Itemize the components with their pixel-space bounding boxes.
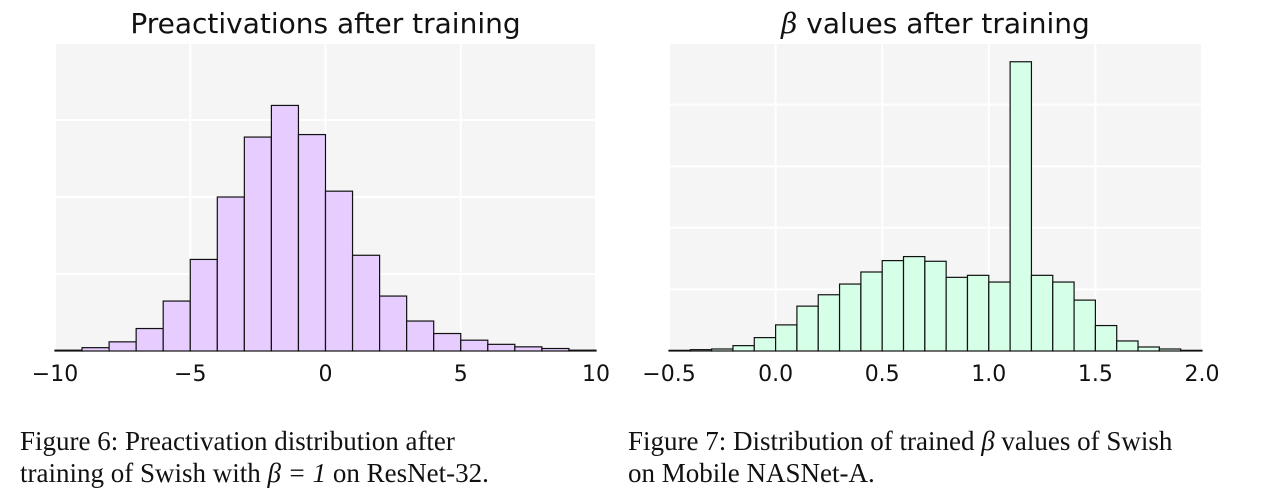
preactivations-bar [189,258,218,352]
figure-7-label: Figure 7: [628,426,727,456]
beta-values-x-tick-label: 1.0 [971,362,1006,387]
beta-values-x-tick-label: 1.5 [1078,362,1113,387]
preactivations-title: Preactivations after training [130,7,520,40]
preactivations-bar [379,295,408,352]
figure-7-caption: Figure 7: Distribution of trained β valu… [628,425,1248,489]
beta-values-bar [945,276,969,352]
preactivations-bar [135,327,164,352]
preactivations-bar [351,254,381,352]
beta-values-bar [1180,349,1203,352]
beta-values-bar [966,274,990,352]
beta-values-bar [1137,346,1160,352]
beta-values-bar [881,260,905,352]
preactivations-bar [514,346,543,352]
preactivations-x-tick-label: 5 [454,362,468,387]
beta-values-bar [668,349,691,352]
preactivations-bar [81,347,110,352]
beta-values-bars [668,61,1203,352]
beta-values-x-tick-label: 2.0 [1185,362,1220,387]
figure-6-label: Figure 6: [20,426,119,456]
figure-7-caption-math: β [981,426,995,456]
beta-values-bar [689,349,713,352]
preactivations-bar [324,190,354,352]
preactivations-bar [460,339,489,352]
preactivations-bar [243,136,273,352]
beta-values-bar [732,345,755,352]
preactivations-bar [487,343,516,352]
preactivations-bar [568,349,597,352]
beta-values-bar [1030,274,1054,352]
beta-values-bar [711,348,734,352]
beta-values-bar [796,305,819,352]
preactivations-bar [162,300,191,352]
beta-values-bar [1052,281,1075,352]
figure-6-caption-tail: on ResNet-32. [326,458,489,488]
beta-values-bar [817,294,841,352]
beta-values-bar [838,283,862,352]
figure-6-caption-line-1: Preactivation distribution after [125,426,455,456]
figure-7-caption-line-2: on Mobile NASNet-A. [628,458,875,488]
preactivations-bar [406,320,435,352]
preactivations-x-tick-label: −10 [32,362,78,387]
preactivations-bar [297,133,327,352]
beta-values-x-tick-label: 0.0 [758,362,793,387]
figure-7-caption-line-1b: values of Swish [994,426,1173,456]
figure-6-caption-math: β = 1 [267,458,327,488]
preactivations-bars [54,104,597,352]
beta-values-x-tick-label: 0.5 [865,362,900,387]
beta-values-bar [1116,340,1139,352]
preactivations-bar [54,349,83,352]
preactivations-bar [433,332,462,352]
beta-values-bar [924,260,947,352]
beta-values-bar [1094,324,1118,352]
preactivations-x-tick-label: 0 [319,362,333,387]
beta-values-bar [1009,61,1033,352]
beta-values-bar [774,324,798,352]
beta-values-bar [860,271,883,352]
figure-6-caption: Figure 6: Preactivation distribution aft… [20,425,580,489]
figure-canvas: Preactivations after training −10 −5 0 5 10 … [32,7,1220,387]
preactivations-chart: Preactivations after training −10 −5 0 5 10 [32,7,610,387]
beta-values-bar [753,337,777,352]
preactivations-x-tick-label: −5 [174,362,206,387]
beta-values-bar [988,281,1011,352]
beta-values-x-tick-label: −0.5 [642,362,695,387]
figure-7-caption-line-1a: Distribution of trained [733,426,982,456]
beta-values-chart: β values after training −0.5 0.0 0.5 1.0 1.5… [642,7,1219,387]
preactivations-bar [541,347,570,352]
figure-6-caption-line-2: training of Swish with [20,458,268,488]
preactivations-bar [216,196,245,352]
beta-values-x-ticks: −0.5 0.0 0.5 1.0 1.5 2.0 [642,362,1219,387]
preactivations-bar [108,341,137,352]
beta-values-title: β values after training [780,7,1090,40]
preactivations-x-ticks: −10 −5 0 5 10 [32,362,610,387]
preactivations-bar [270,104,300,352]
preactivations-x-tick-label: 10 [582,362,610,387]
beta-values-bar [1158,348,1182,352]
beta-values-bar [1073,299,1096,352]
beta-values-bar [902,255,926,352]
